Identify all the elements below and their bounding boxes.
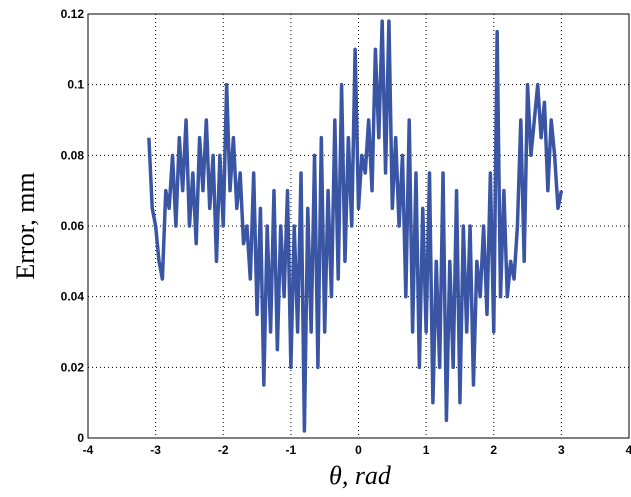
x-tick-label: 2 bbox=[490, 443, 497, 457]
y-tick-label: 0.04 bbox=[61, 290, 85, 304]
x-tick-label: -2 bbox=[218, 443, 229, 457]
y-tick-label: 0.12 bbox=[61, 7, 85, 21]
y-tick-label: 0.1 bbox=[67, 78, 84, 92]
data-line bbox=[147, 19, 564, 433]
y-tick-label: 0.02 bbox=[61, 360, 85, 374]
plot-frame bbox=[87, 13, 630, 439]
y-tick-label: 0.08 bbox=[61, 148, 85, 162]
x-tick-label: -1 bbox=[286, 443, 297, 457]
x-tick-label: 4 bbox=[626, 443, 631, 457]
y-tick-label: 0 bbox=[77, 431, 84, 445]
x-tick-label: 1 bbox=[423, 443, 430, 457]
x-tick-label: 3 bbox=[558, 443, 565, 457]
y-tick-label: 0.06 bbox=[61, 219, 85, 233]
x-tick-label: 0 bbox=[355, 443, 362, 457]
x-tick-label: -3 bbox=[150, 443, 161, 457]
y-axis-label: Error, mm bbox=[11, 172, 40, 279]
x-axis-label: θ, rad bbox=[329, 461, 392, 490]
x-tick-label: -4 bbox=[83, 443, 94, 457]
